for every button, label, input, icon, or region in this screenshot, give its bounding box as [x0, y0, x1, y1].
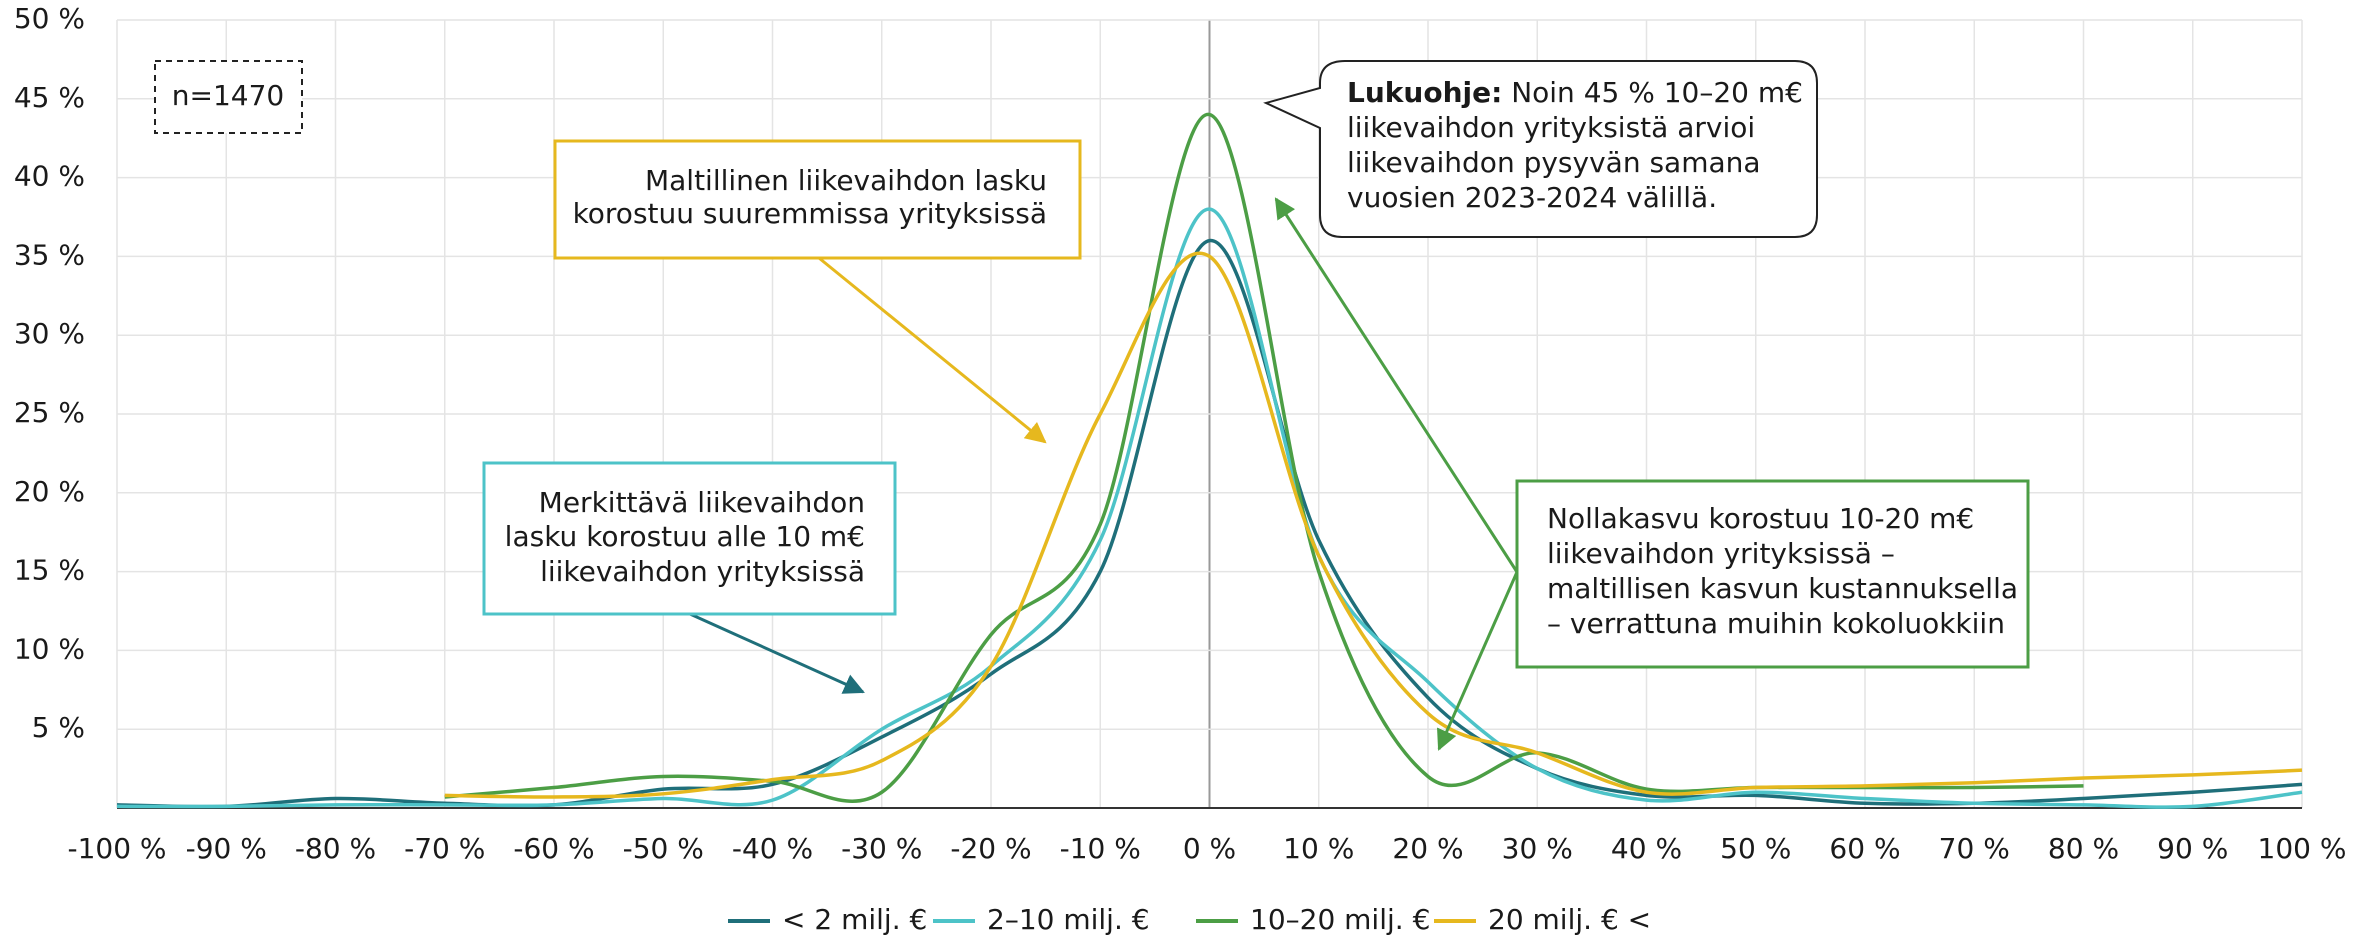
arrow: [818, 256, 1047, 444]
y-tick-label: 35 %: [14, 238, 85, 271]
x-tick-label: -90 %: [186, 832, 267, 865]
arrow: [689, 612, 865, 694]
x-tick-label: 0 %: [1183, 832, 1236, 865]
annotation-text: Nollakasvu korostuu 10-20 m€: [1547, 502, 1974, 535]
y-tick-label: 45 %: [14, 81, 85, 114]
y-tick-label: 30 %: [14, 317, 85, 350]
annotation-text: lasku korostuu alle 10 m€: [505, 520, 865, 553]
x-tick-label: -70 %: [404, 832, 485, 865]
callout-label: Lukuohje:: [1347, 76, 1502, 109]
x-tick-label: 10 %: [1283, 832, 1354, 865]
x-tick-label: -10 %: [1060, 832, 1141, 865]
x-tick-label: -60 %: [513, 832, 594, 865]
legend-label: 10–20 milj. €: [1250, 903, 1430, 936]
x-tick-label: 50 %: [1720, 832, 1791, 865]
x-tick-label: 30 %: [1502, 832, 1573, 865]
x-tick-label: 70 %: [1939, 832, 2010, 865]
callout-text: liikevaihdon pysyvän samana: [1347, 146, 1761, 179]
annotation-text: Maltillinen liikevaihdon lasku: [645, 164, 1047, 197]
legend-label: 2–10 milj. €: [987, 903, 1150, 936]
annotation-text: korostuu suuremmissa yrityksissä: [573, 197, 1047, 230]
sample-box: [154, 60, 303, 134]
x-tick-label: -30 %: [841, 832, 922, 865]
callout: [1263, 60, 1818, 238]
arrow: [1437, 571, 1519, 751]
callout-text: liikevaihdon yrityksistä arvioi: [1347, 111, 1755, 144]
x-tick-label: 60 %: [1829, 832, 1900, 865]
y-tick-label: 40 %: [14, 160, 85, 193]
x-tick-label: -100 %: [67, 832, 166, 865]
y-tick-label: 20 %: [14, 475, 85, 508]
y-tick-label: 15 %: [14, 554, 85, 587]
x-tick-label: 90 %: [2157, 832, 2228, 865]
arrow: [1274, 197, 1519, 573]
x-tick-label: 80 %: [2048, 832, 2119, 865]
annotation-text: – verrattuna muihin kokoluokkiin: [1547, 607, 2005, 640]
callout-text: vuosien 2023-2024 välillä.: [1347, 181, 1717, 214]
grid: [116, 19, 2303, 809]
y-tick-label: 50 %: [14, 2, 85, 35]
series-line: [116, 207, 2303, 809]
y-tick-label: 10 %: [14, 632, 85, 665]
annotation-box: [1515, 479, 2030, 669]
y-tick-label: 25 %: [14, 396, 85, 429]
annotation-text: Merkittävä liikevaihdon: [539, 486, 865, 519]
callout-line: Noin 45 % 10–20 m€: [1502, 76, 1803, 109]
x-tick-label: -20 %: [950, 832, 1031, 865]
annotation-box: [553, 139, 1082, 260]
callout-text: Lukuohje: Noin 45 % 10–20 m€: [1347, 76, 1803, 109]
x-tick-label: 20 %: [1392, 832, 1463, 865]
x-tick-label: 40 %: [1611, 832, 1682, 865]
lines: [116, 112, 2303, 809]
x-tick-label: -50 %: [623, 832, 704, 865]
legend-label: 20 milj. € <: [1488, 903, 1651, 936]
x-tick-label: 100 %: [2258, 832, 2347, 865]
annotations: n=1470 Maltillinen liikevaihdon lasku ko…: [154, 60, 2030, 751]
series-line: [444, 251, 2303, 799]
y-tick-label: 5 %: [32, 711, 85, 744]
annotation-text: liikevaihdon yrityksissä: [540, 555, 865, 588]
annotation-text: maltillisen kasvun kustannuksella: [1547, 572, 2018, 605]
annotation-text: liikevaihdon yrityksissä –: [1547, 537, 1895, 570]
x-tick-label: -40 %: [732, 832, 813, 865]
legend-label: < 2 milj. €: [782, 903, 927, 936]
annotation-box: [482, 461, 897, 616]
sample-label: n=1470: [172, 79, 284, 112]
x-tick-label: -80 %: [295, 832, 376, 865]
